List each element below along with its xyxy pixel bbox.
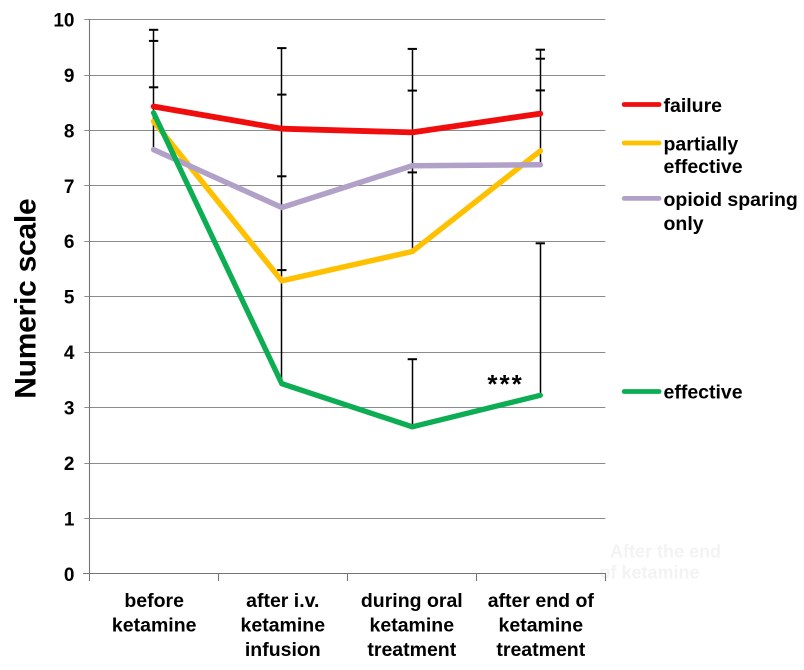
svg-text:After the end: After the end — [610, 542, 721, 562]
svg-text:opioid sparing: opioid sparing — [664, 189, 798, 211]
svg-text:effective: effective — [664, 382, 743, 404]
svg-text:5: 5 — [64, 288, 75, 309]
svg-text:3: 3 — [64, 399, 75, 420]
svg-text:0: 0 — [64, 565, 75, 586]
svg-text:10: 10 — [53, 10, 74, 31]
svg-text:only: only — [664, 213, 704, 235]
svg-text:effective: effective — [664, 156, 743, 178]
svg-text:8: 8 — [64, 121, 75, 142]
svg-text:7: 7 — [64, 177, 75, 198]
svg-text:Numeric scale: Numeric scale — [10, 199, 43, 399]
svg-text:4: 4 — [64, 343, 75, 364]
svg-text:9: 9 — [64, 66, 75, 87]
svg-text:***: *** — [487, 369, 523, 399]
svg-text:failure: failure — [664, 95, 723, 117]
svg-text:of ketamine: of ketamine — [600, 563, 700, 583]
svg-text:2: 2 — [64, 454, 75, 475]
svg-text:6: 6 — [64, 232, 75, 253]
svg-text:partially: partially — [664, 133, 739, 155]
svg-text:1: 1 — [64, 510, 75, 531]
